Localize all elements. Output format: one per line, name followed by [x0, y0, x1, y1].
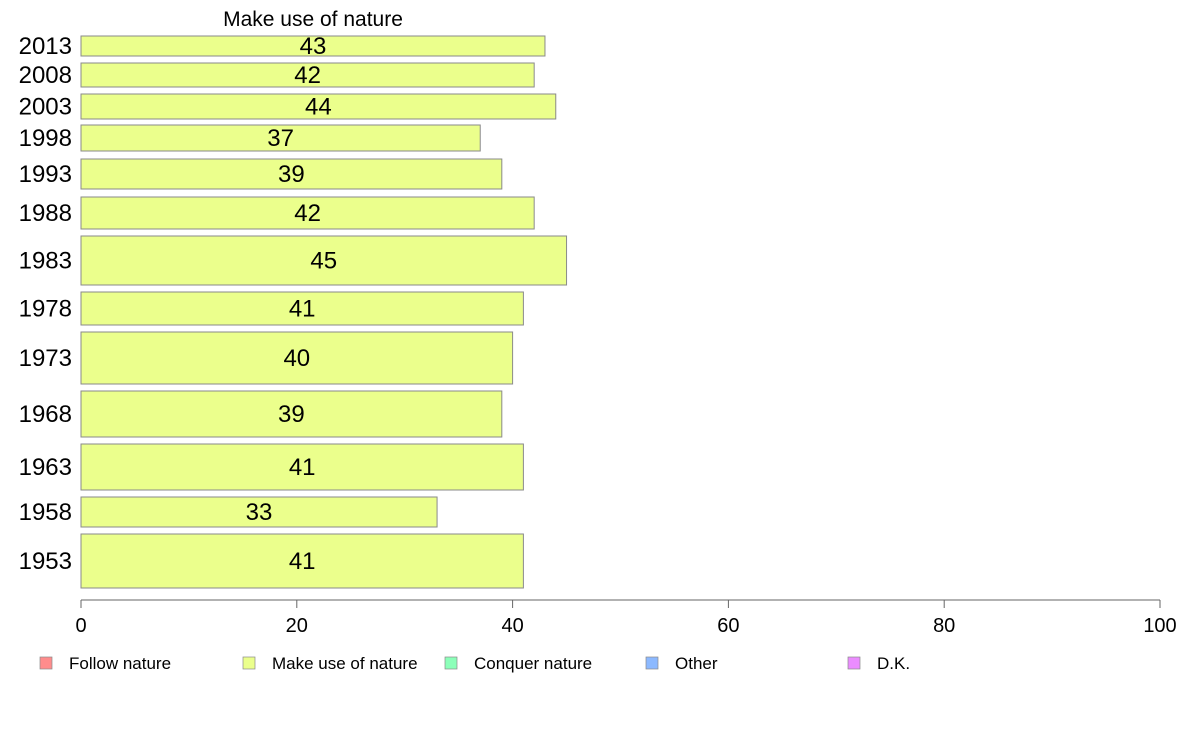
bar-1978 — [80, 291, 524, 326]
value-label-1963: 41 — [289, 454, 316, 481]
value-label-1978: 41 — [289, 296, 316, 323]
category-label-1968: 1968 — [19, 401, 72, 428]
value-label-1958: 33 — [246, 499, 273, 526]
legend-label-1: Make use of nature — [272, 654, 418, 673]
legend-swatch-3 — [645, 656, 659, 670]
bar-1993 — [80, 158, 503, 190]
value-label-1988: 42 — [294, 200, 321, 227]
bar-1953 — [80, 533, 524, 589]
category-label-2013: 2013 — [19, 33, 72, 60]
legend-label-4: D.K. — [877, 654, 910, 673]
value-label-1953: 41 — [289, 548, 316, 575]
value-label-1973: 40 — [283, 345, 310, 372]
category-label-1958: 1958 — [19, 499, 72, 526]
bars-layer: 2013 43 2008 42 2003 44 1998 37 1993 39 1988 42 1983… — [19, 33, 568, 589]
x-tick-label-100: 100 — [1143, 615, 1176, 637]
bar-1968 — [80, 390, 503, 438]
bar-2013 — [80, 35, 546, 57]
category-label-1963: 1963 — [19, 454, 72, 481]
legend-swatch-1 — [242, 656, 256, 670]
x-tick-label-20: 20 — [286, 615, 308, 637]
legend-swatch-0 — [39, 656, 53, 670]
bar-1963 — [80, 443, 524, 491]
x-tick-label-60: 60 — [717, 615, 739, 637]
value-label-2008: 42 — [294, 62, 321, 89]
category-label-1973: 1973 — [19, 345, 72, 372]
bar-1973 — [80, 331, 514, 385]
category-label-2008: 2008 — [19, 62, 72, 89]
category-label-1953: 1953 — [19, 548, 72, 575]
value-label-2003: 44 — [305, 94, 332, 121]
x-tick-label-0: 0 — [75, 615, 86, 637]
category-label-1988: 1988 — [19, 200, 72, 227]
legend-swatch-4 — [847, 656, 861, 670]
legend-label-2: Conquer nature — [474, 654, 592, 673]
chart-title: Make use of nature — [223, 8, 403, 31]
bar-2003 — [80, 93, 557, 120]
category-label-1983: 1983 — [19, 248, 72, 275]
value-label-1993: 39 — [278, 161, 305, 188]
bar-1983 — [80, 235, 568, 286]
legend: Follow nature Make use of nature Conquer n… — [39, 654, 910, 673]
x-axis: 0 20 40 60 80 100 — [75, 599, 1177, 637]
bar-1988 — [80, 196, 535, 230]
value-label-1983: 45 — [310, 248, 337, 275]
value-label-1968: 39 — [278, 401, 305, 428]
category-label-2003: 2003 — [19, 94, 72, 121]
value-label-1998: 37 — [267, 125, 294, 152]
x-tick-label-80: 80 — [933, 615, 955, 637]
bar-2008 — [80, 62, 535, 88]
bar-1958 — [80, 496, 438, 528]
legend-label-3: Other — [675, 654, 718, 673]
category-label-1978: 1978 — [19, 296, 72, 323]
bar-1998 — [80, 124, 481, 152]
legend-label-0: Follow nature — [69, 654, 171, 673]
x-tick-label-40: 40 — [501, 615, 523, 637]
category-label-1993: 1993 — [19, 161, 72, 188]
category-label-1998: 1998 — [19, 125, 72, 152]
value-label-2013: 43 — [300, 33, 327, 60]
legend-swatch-2 — [444, 656, 458, 670]
